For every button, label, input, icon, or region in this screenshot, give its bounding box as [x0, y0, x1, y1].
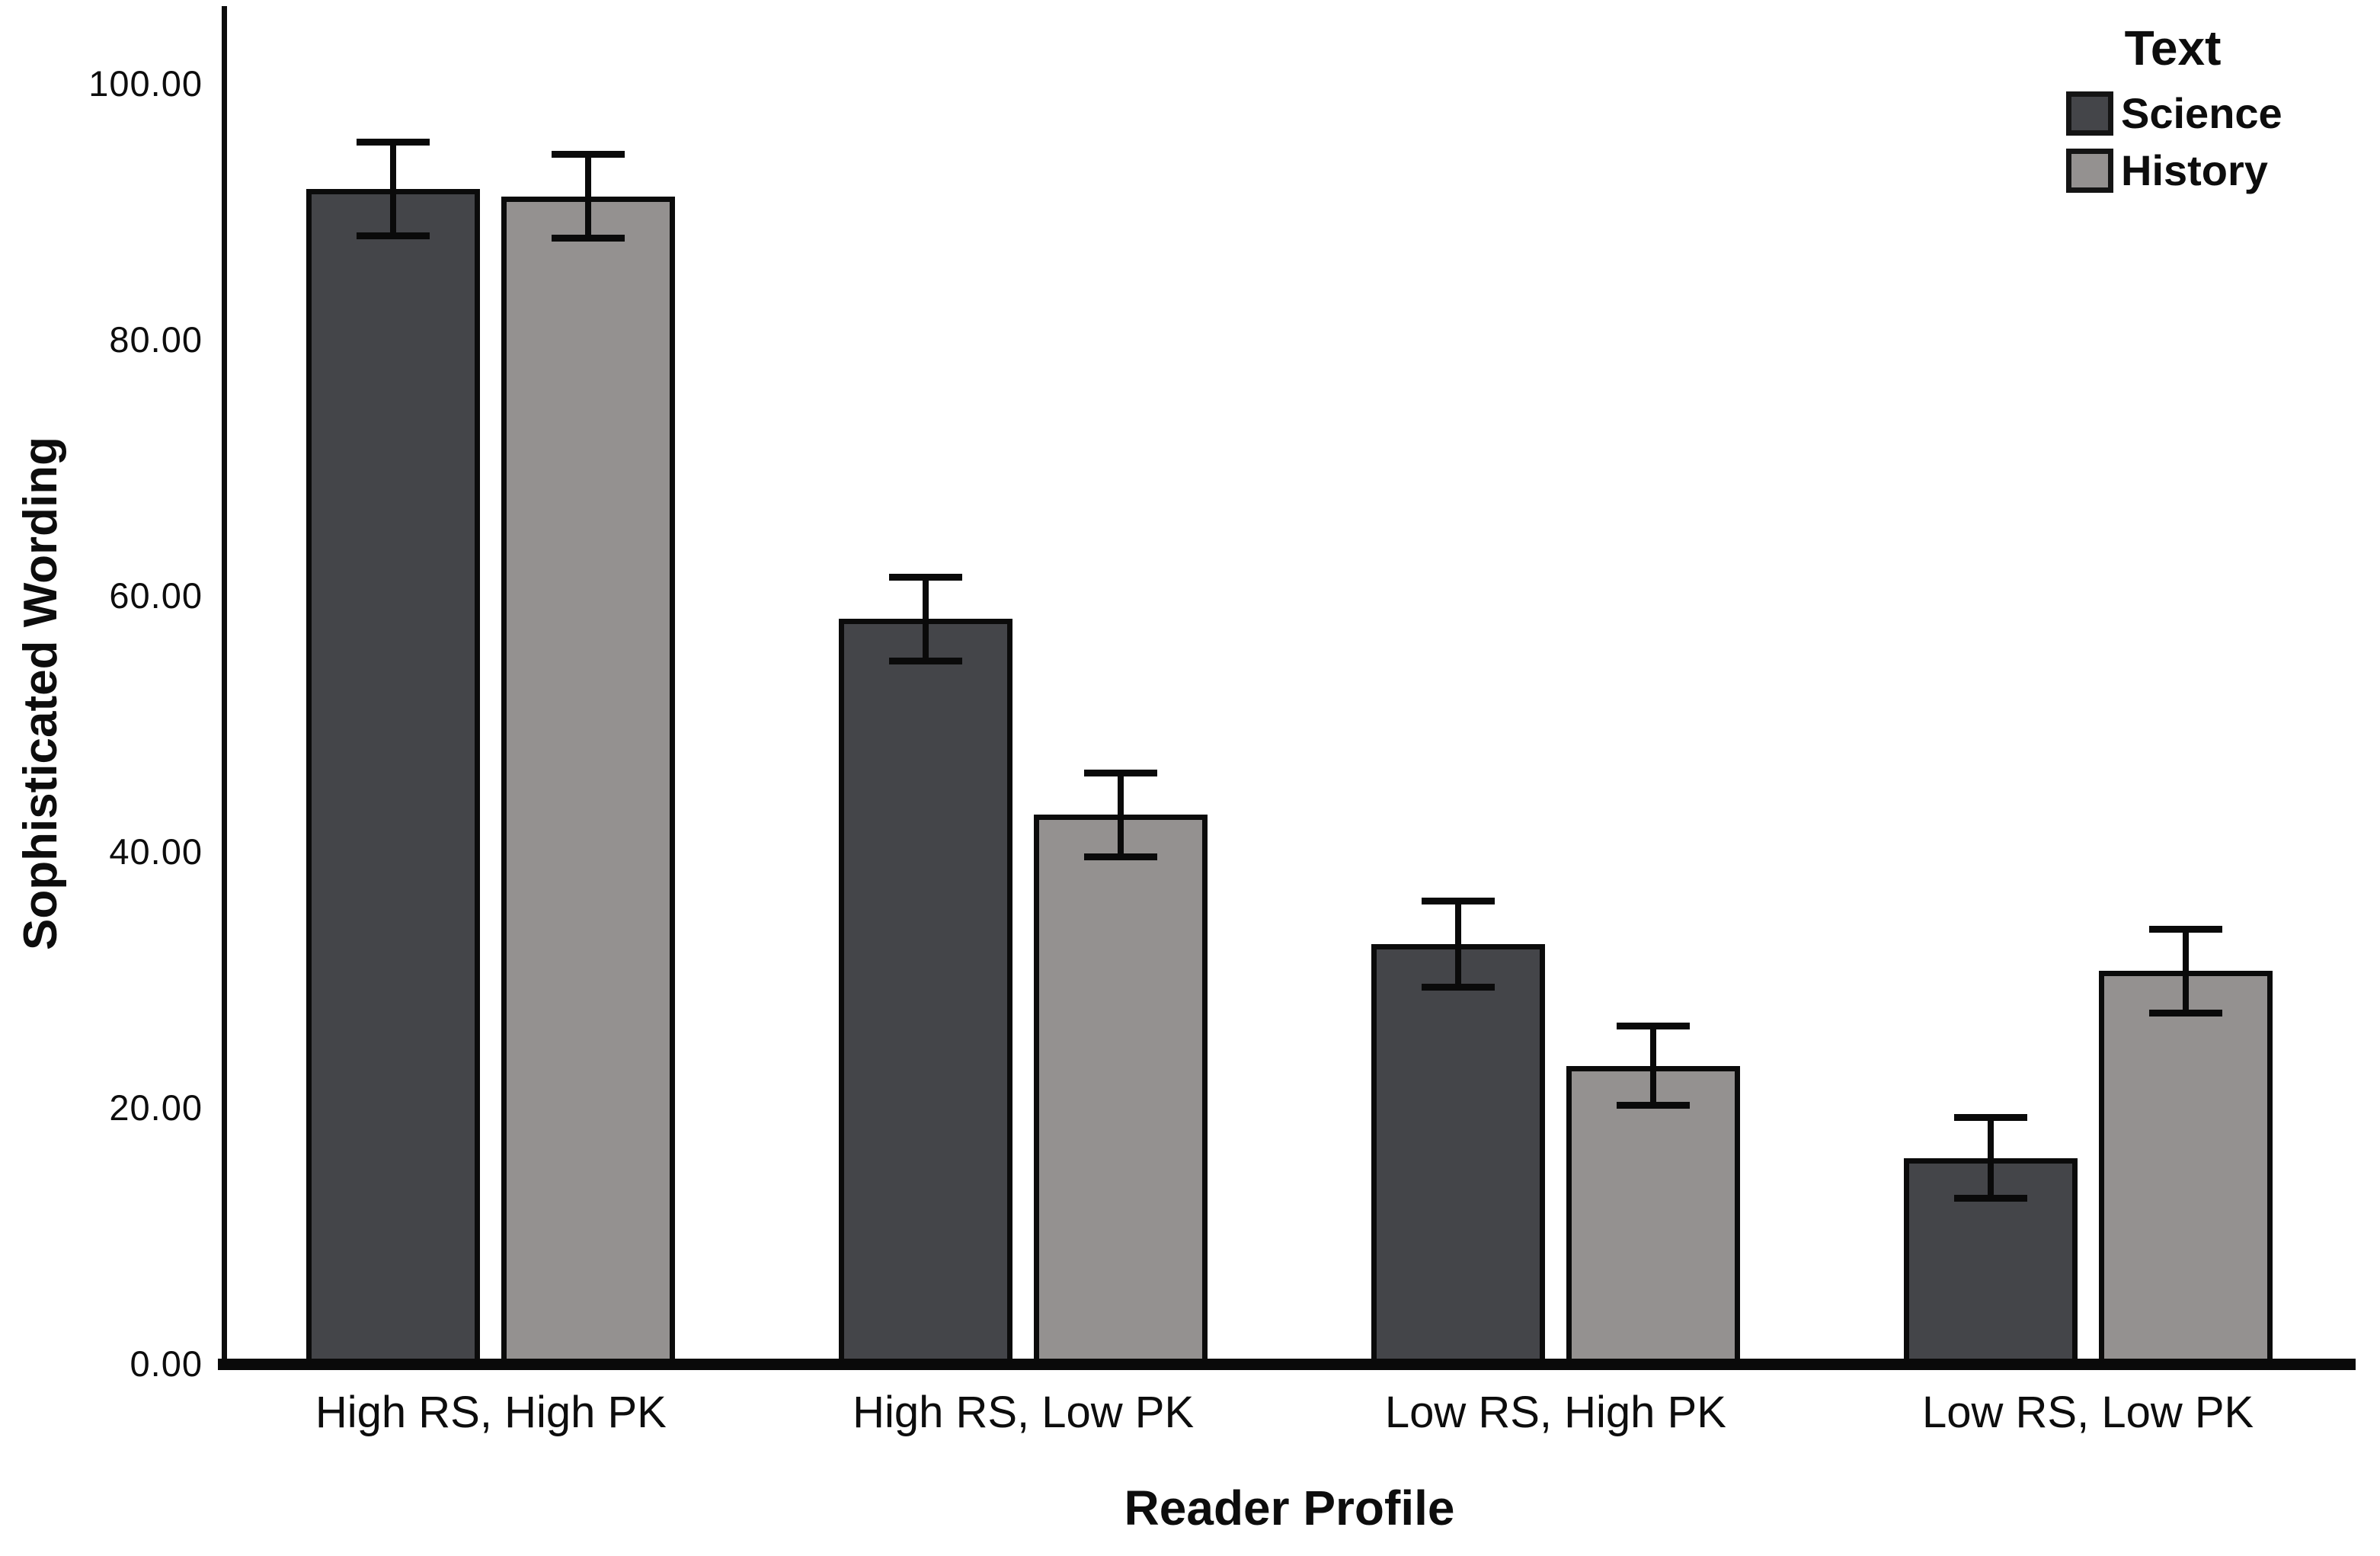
legend-label-history: History	[2121, 146, 2268, 194]
error-cap-bottom-science-high-rs-low-pk	[889, 657, 963, 664]
error-cap-bottom-science-low-rs-high-pk	[1421, 984, 1495, 991]
bar-science-low-rs-high-pk	[1371, 943, 1545, 1369]
x-tick-label-low-rs-low-pk: Low RS, Low PK	[1922, 1388, 2254, 1437]
error-cap-top-history-low-rs-high-pk	[1616, 1023, 1690, 1030]
error-cap-top-science-high-rs-high-pk	[357, 138, 430, 146]
error-bar-history-low-rs-high-pk	[1649, 1026, 1656, 1106]
error-cap-bottom-history-low-rs-low-pk	[2148, 1009, 2222, 1017]
error-cap-top-history-low-rs-low-pk	[2148, 925, 2222, 933]
y-axis-title: Sophisticated Wording	[14, 437, 67, 950]
error-cap-bottom-history-high-rs-low-pk	[1084, 853, 1158, 860]
x-axis-baseline	[218, 1359, 2356, 1370]
error-cap-bottom-history-high-rs-high-pk	[552, 235, 625, 242]
error-cap-top-science-low-rs-high-pk	[1421, 897, 1495, 904]
bar-science-high-rs-low-pk	[839, 619, 1013, 1369]
error-cap-bottom-science-high-rs-high-pk	[357, 232, 430, 239]
bar-history-low-rs-high-pk	[1566, 1065, 1740, 1369]
legend-title: Text	[2124, 21, 2222, 75]
x-tick-label-high-rs-low-pk: High RS, Low PK	[853, 1388, 1195, 1437]
error-cap-top-science-low-rs-low-pk	[1953, 1113, 2027, 1121]
legend-item-history: History	[2066, 146, 2295, 195]
error-bar-science-high-rs-low-pk	[923, 576, 929, 661]
y-tick-label-60-00: 60.00	[109, 575, 203, 616]
legend: Text Science History	[2066, 20, 2295, 203]
bar-history-low-rs-low-pk	[2098, 971, 2273, 1369]
legend-label-science: Science	[2121, 89, 2282, 137]
error-bar-history-high-rs-low-pk	[1118, 772, 1124, 857]
x-axis-title: Reader Profile	[1124, 1481, 1455, 1535]
error-cap-top-history-high-rs-high-pk	[552, 151, 625, 158]
x-tick-label-high-rs-high-pk: High RS, High PK	[315, 1388, 667, 1437]
legend-swatch-science	[2066, 91, 2113, 136]
y-tick-label-100-00: 100.00	[88, 63, 203, 104]
error-cap-bottom-science-low-rs-low-pk	[1953, 1195, 2027, 1202]
error-cap-top-science-high-rs-low-pk	[889, 573, 963, 581]
bar-science-high-rs-high-pk	[306, 188, 481, 1369]
error-cap-bottom-history-low-rs-high-pk	[1616, 1101, 1690, 1109]
legend-items: Science History	[2066, 88, 2295, 195]
legend-swatch-history	[2066, 148, 2113, 193]
error-cap-top-history-high-rs-low-pk	[1084, 769, 1158, 776]
y-tick-label-80-00: 80.00	[109, 319, 203, 360]
error-bar-science-low-rs-high-pk	[1454, 900, 1461, 988]
error-bar-history-low-rs-low-pk	[2182, 928, 2189, 1013]
y-tick-label-40-00: 40.00	[109, 831, 203, 872]
y-tick-label-0-00: 0.00	[130, 1343, 203, 1384]
bar-history-high-rs-high-pk	[501, 196, 676, 1369]
error-bar-history-high-rs-high-pk	[585, 154, 592, 239]
y-axis-line	[222, 6, 227, 1367]
y-tick-label-20-00: 20.00	[109, 1087, 203, 1128]
error-bar-science-high-rs-high-pk	[390, 141, 397, 236]
legend-item-science: Science	[2066, 88, 2295, 138]
error-bar-science-low-rs-low-pk	[1987, 1116, 1994, 1199]
bar-history-high-rs-low-pk	[1034, 815, 1208, 1369]
x-tick-label-low-rs-high-pk: Low RS, High PK	[1384, 1388, 1726, 1437]
